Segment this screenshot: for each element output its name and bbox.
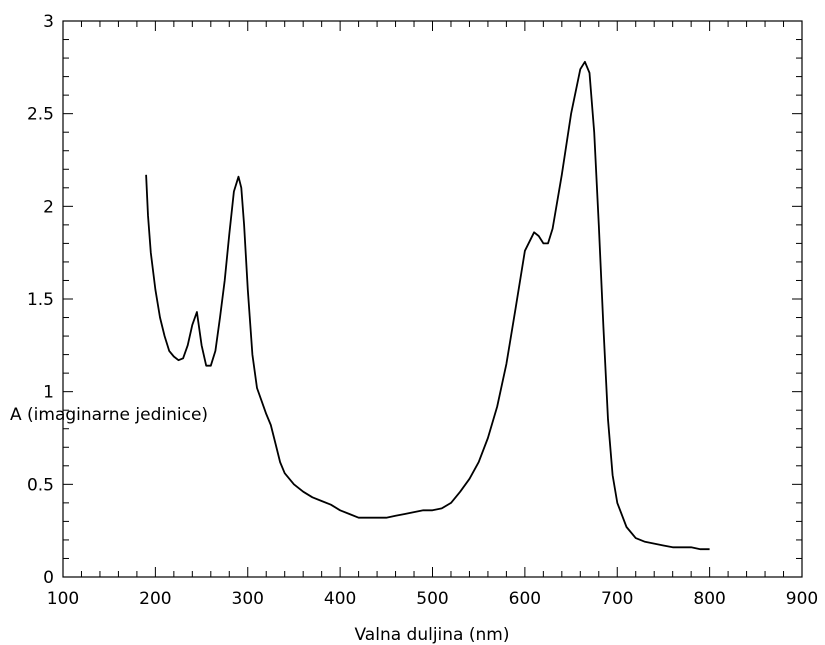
x-tick-label: 100 (47, 589, 79, 609)
y-tick-label: 1 (43, 383, 54, 403)
plot-frame (62, 20, 803, 578)
x-tick-label: 600 (509, 589, 541, 609)
y-tick-label: 2.5 (27, 105, 54, 125)
y-axis-label: A (imaginarne jedinice) (10, 405, 208, 425)
x-tick-label: 800 (693, 589, 725, 609)
y-tick-label: 3 (43, 12, 54, 32)
axis-ticks (62, 20, 803, 578)
y-tick-label: 0.5 (27, 475, 54, 495)
x-tick-label: 300 (232, 589, 264, 609)
y-tick-labels: 0 0.5 1 1.5 2 2.5 3 (27, 12, 54, 588)
x-axis-label: Valna duljina (nm) (355, 625, 510, 645)
x-tick-label: 700 (601, 589, 633, 609)
x-tick-label: 500 (416, 589, 448, 609)
absorbance-series-line (145, 60, 710, 551)
y-tick-label: 2 (43, 197, 54, 217)
y-tick-label: 1.5 (27, 290, 54, 310)
x-tick-label: 900 (786, 589, 818, 609)
x-tick-labels: 100 200 300 400 500 600 700 800 900 (47, 589, 818, 609)
y-tick-label: 0 (43, 568, 54, 588)
x-tick-label: 400 (324, 589, 356, 609)
x-tick-label: 200 (139, 589, 171, 609)
